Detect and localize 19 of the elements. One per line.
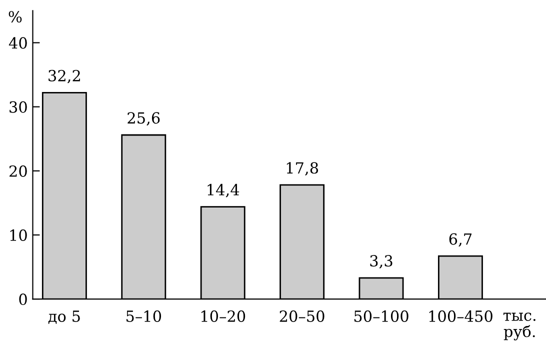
data-label: 6,7 <box>449 233 472 247</box>
y-tick-label: 30 <box>10 101 27 113</box>
y-tick-label: 10 <box>10 229 27 241</box>
x-axis-title: тыс. руб. <box>503 312 536 340</box>
x-tick-label: 10–20 <box>201 310 246 322</box>
data-label: 3,3 <box>370 255 392 268</box>
y-axis-title: % <box>8 10 22 23</box>
x-tick-label: до 5 <box>48 310 80 324</box>
data-label: 25,6 <box>128 112 160 126</box>
y-tick-label: 20 <box>9 165 27 177</box>
data-label: 17,8 <box>286 162 318 176</box>
y-tick-label: 40 <box>8 37 27 49</box>
data-label: 32,2 <box>48 70 80 84</box>
x-tick-label: 50–100 <box>354 310 408 322</box>
data-label: 14,4 <box>208 184 240 198</box>
x-tick-label: 20–50 <box>280 310 324 322</box>
y-tick-label: 0 <box>19 294 27 306</box>
x-tick-label: 100–450 <box>429 310 492 322</box>
x-tick-label: 5–10 <box>126 310 162 322</box>
